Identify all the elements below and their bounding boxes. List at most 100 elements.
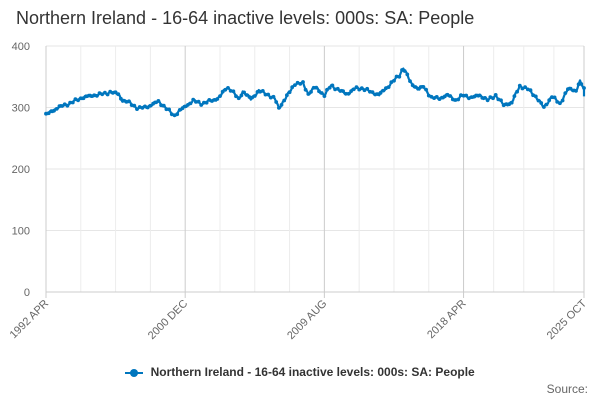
data-point[interactable] (509, 100, 514, 105)
data-point[interactable] (552, 95, 557, 100)
data-point[interactable] (338, 89, 343, 93)
data-point[interactable] (274, 100, 279, 104)
data-point[interactable] (306, 92, 311, 96)
data-point[interactable] (504, 102, 509, 107)
data-point[interactable] (542, 105, 546, 109)
data-point[interactable] (266, 92, 271, 97)
data-point[interactable] (303, 87, 308, 92)
data-point[interactable] (512, 94, 517, 98)
data-point[interactable] (113, 90, 118, 95)
data-point[interactable] (277, 106, 281, 110)
data-point[interactable] (493, 93, 498, 97)
data-point[interactable] (563, 91, 568, 95)
data-point[interactable] (381, 88, 386, 93)
data-point[interactable] (528, 88, 533, 93)
data-point[interactable] (327, 85, 332, 90)
data-point[interactable] (322, 94, 327, 98)
data-point[interactable] (234, 94, 238, 99)
data-point[interactable] (475, 93, 479, 98)
data-point[interactable] (397, 74, 402, 79)
data-point[interactable] (483, 96, 487, 100)
data-point[interactable] (242, 90, 247, 95)
data-point[interactable] (517, 83, 522, 88)
data-point[interactable] (236, 96, 241, 101)
data-point[interactable] (226, 86, 230, 90)
data-point[interactable] (314, 85, 319, 90)
data-point[interactable] (370, 90, 375, 94)
data-point[interactable] (263, 92, 268, 97)
data-point[interactable] (180, 106, 185, 111)
data-point[interactable] (408, 79, 412, 83)
data-point[interactable] (175, 112, 180, 117)
data-point[interactable] (547, 98, 552, 103)
data-point[interactable] (244, 93, 249, 97)
data-point[interactable] (560, 98, 565, 103)
data-point[interactable] (177, 108, 182, 112)
data-point[interactable] (434, 95, 439, 99)
data-point[interactable] (220, 89, 225, 94)
data-point[interactable] (127, 99, 131, 104)
data-point[interactable] (119, 96, 123, 101)
data-point[interactable] (491, 96, 495, 101)
data-point[interactable] (341, 89, 345, 93)
data-point[interactable] (558, 101, 562, 106)
data-point[interactable] (148, 103, 153, 108)
data-point[interactable] (405, 72, 410, 77)
data-point[interactable] (57, 104, 62, 109)
data-point[interactable] (70, 100, 75, 105)
data-point[interactable] (135, 107, 139, 111)
data-point[interactable] (418, 85, 423, 89)
data-point[interactable] (533, 94, 538, 99)
data-point[interactable] (76, 98, 80, 103)
data-point[interactable] (145, 105, 150, 110)
data-point[interactable] (199, 103, 204, 107)
source-credit[interactable]: Source: (546, 382, 588, 396)
data-point[interactable] (282, 98, 287, 103)
data-point[interactable] (544, 102, 549, 107)
data-point[interactable] (81, 96, 86, 101)
data-point[interactable] (359, 86, 364, 91)
legend[interactable]: Northern Ireland - 16-64 inactive levels… (0, 365, 600, 379)
data-point[interactable] (464, 93, 469, 98)
data-point[interactable] (239, 93, 244, 98)
data-point[interactable] (52, 108, 56, 113)
data-point[interactable] (330, 83, 335, 88)
data-point[interactable] (499, 98, 503, 103)
data-point[interactable] (354, 85, 359, 90)
data-point[interactable] (231, 89, 236, 94)
data-point[interactable] (78, 96, 83, 101)
data-point[interactable] (68, 100, 72, 105)
series-line-0[interactable] (45, 67, 586, 117)
data-point[interactable] (298, 82, 303, 86)
data-point[interactable] (424, 87, 428, 92)
data-point[interactable] (132, 103, 137, 108)
data-point[interactable] (378, 90, 383, 95)
data-point[interactable] (116, 92, 121, 97)
data-point[interactable] (343, 91, 348, 96)
data-point[interactable] (164, 107, 169, 112)
data-point[interactable] (579, 82, 584, 86)
data-point[interactable] (161, 103, 166, 108)
data-point[interactable] (351, 87, 356, 92)
data-point[interactable] (335, 86, 340, 91)
data-point[interactable] (582, 86, 586, 90)
data-point[interactable] (204, 100, 209, 105)
data-point[interactable] (65, 103, 70, 108)
data-point[interactable] (477, 93, 482, 98)
data-point[interactable] (260, 89, 265, 93)
data-point[interactable] (46, 111, 51, 116)
data-point[interactable] (271, 94, 276, 99)
data-point[interactable] (317, 89, 321, 94)
data-point[interactable] (515, 89, 519, 94)
data-point[interactable] (456, 97, 461, 102)
data-point[interactable] (252, 94, 257, 98)
data-point[interactable] (386, 85, 391, 89)
data-point[interactable] (421, 85, 426, 89)
data-point[interactable] (223, 87, 228, 92)
data-point[interactable] (325, 87, 329, 92)
data-point[interactable] (365, 86, 370, 91)
data-point[interactable] (319, 91, 324, 95)
data-point[interactable] (95, 94, 99, 98)
data-point[interactable] (196, 99, 201, 104)
data-point[interactable] (279, 103, 284, 107)
